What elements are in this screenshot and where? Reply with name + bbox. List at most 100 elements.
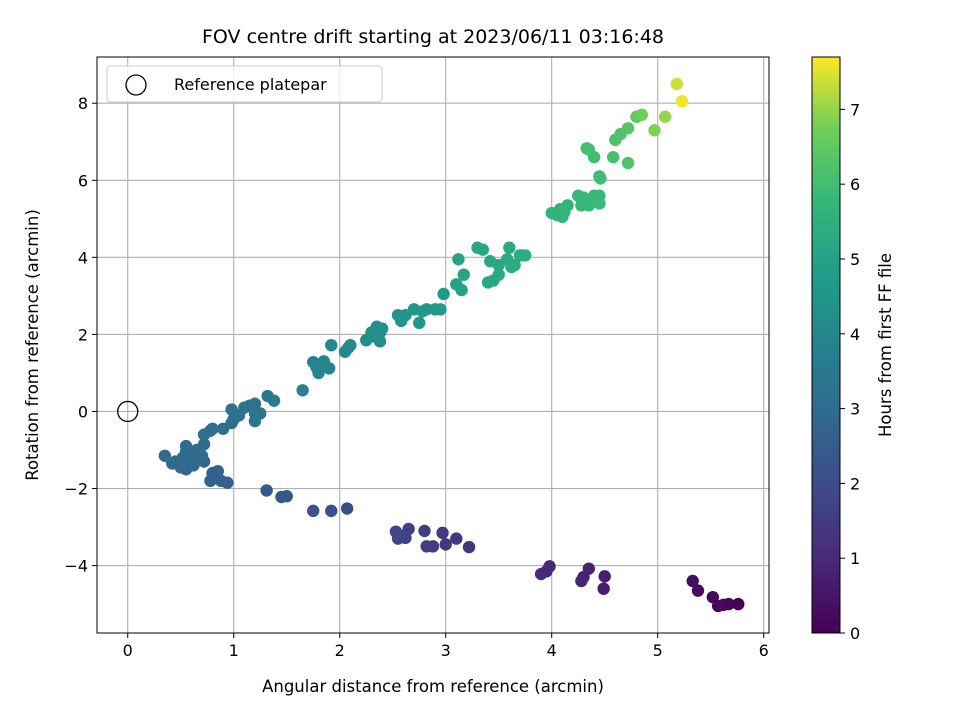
x-tick-label: 5 (653, 641, 663, 660)
scatter-point (691, 584, 705, 597)
scatter-point (296, 384, 309, 397)
colorbar-tick-label: 1 (850, 549, 860, 568)
scatter-point (389, 525, 403, 538)
colorbar-tick-label: 0 (850, 624, 860, 643)
x-tick-label: 1 (229, 641, 239, 660)
scatter-point (675, 95, 689, 108)
scatter-point (206, 422, 219, 435)
scatter-point (534, 567, 548, 581)
scatter-point (597, 582, 610, 595)
scatter-point (462, 540, 476, 554)
scatter-point (214, 474, 228, 488)
scatter-point (275, 490, 288, 504)
scatter-point (413, 316, 426, 330)
scatter-point (492, 268, 505, 281)
x-axis-label: Angular distance from reference (arcmin) (262, 677, 604, 696)
scatter-point (706, 590, 720, 604)
scatter-point (457, 268, 470, 281)
colorbar (811, 56, 841, 634)
x-tick-label: 0 (123, 641, 133, 660)
scatter-point (434, 303, 447, 316)
scatter-point (158, 449, 172, 462)
scatter-point (658, 110, 672, 123)
scatter-point (635, 108, 649, 121)
scatter-point (670, 77, 683, 91)
y-tick-label: 8 (78, 94, 88, 113)
scatter-point (519, 249, 532, 262)
plot-frame (96, 56, 770, 634)
colorbar-ticks: 0 1 2 3 4 5 6 7 (840, 100, 860, 643)
scatter-point (344, 338, 357, 352)
y-tick-label: 4 (78, 248, 88, 267)
colorbar-tick-label: 5 (850, 250, 860, 269)
colorbar-tick-label: 4 (850, 325, 860, 344)
y-tick-label: −2 (64, 480, 88, 499)
scatter-point (476, 243, 490, 256)
colorbar-label: Hours from first FF file (876, 253, 895, 437)
colorbar-tick-label: 6 (850, 175, 860, 194)
scatter-point (420, 303, 433, 316)
x-tick-label: 2 (335, 641, 345, 660)
scatter-point (195, 449, 209, 462)
scatter-point (307, 504, 320, 518)
grid (97, 57, 769, 633)
reference-marker-group (117, 400, 139, 423)
legend-box (106, 65, 383, 103)
scatter-point (455, 283, 468, 297)
scatter-point (325, 338, 338, 352)
scatter-point (732, 597, 745, 611)
scatter-point (436, 526, 449, 540)
scatter-point (166, 457, 179, 470)
y-tick-label: 6 (78, 171, 88, 190)
scatter-point (340, 502, 354, 515)
scatter-point (621, 156, 635, 170)
scatter-point (179, 439, 193, 453)
x-tick-label: 6 (759, 641, 769, 660)
legend: Reference platepar (106, 65, 383, 103)
scatter-point (373, 335, 387, 348)
y-tick-label: −4 (64, 557, 88, 576)
scatter-point (450, 532, 463, 545)
scatter-point (508, 258, 521, 272)
scatter-point (260, 484, 273, 497)
scatter-point (204, 474, 217, 488)
x-tick-label: 3 (441, 641, 451, 660)
scatter-point (561, 199, 574, 212)
scatter-point (248, 397, 262, 410)
scatter-point (267, 394, 281, 407)
scatter-point (437, 287, 450, 301)
y-tick-label: 0 (78, 402, 88, 421)
scatter-point (418, 524, 431, 538)
colorbar-tick-label: 3 (850, 400, 860, 419)
x-tick-label: 4 (547, 641, 557, 660)
scatter-point (322, 362, 336, 375)
scatter-point (686, 574, 699, 588)
y-axis-ticks: −4 −2 0 2 4 6 8 (64, 94, 97, 576)
reference-platepar-marker (117, 400, 139, 423)
colorbar-tick-label: 2 (850, 474, 860, 493)
scatter-point (420, 540, 433, 553)
y-tick-label: 2 (78, 325, 88, 344)
scatter-point (452, 253, 465, 266)
scatter-point (439, 538, 452, 551)
scatter-point (598, 570, 611, 583)
scatter-point (325, 504, 338, 518)
chart-title: FOV centre drift starting at 2023/06/11 … (202, 26, 664, 48)
data-points (158, 77, 745, 613)
scatter-point (621, 122, 635, 135)
legend-reference-marker (125, 74, 147, 96)
colorbar-tick-label: 7 (850, 100, 860, 119)
y-axis-label: Rotation from reference (arcmin) (23, 209, 42, 481)
scatter-point (375, 322, 389, 335)
scatter-point (248, 414, 262, 428)
x-axis-ticks: 0 1 2 3 4 5 6 (123, 633, 769, 660)
scatter-point (582, 143, 596, 156)
scatter-point (582, 199, 596, 212)
scatter-point (606, 150, 620, 164)
scatter-point (593, 197, 606, 210)
scatter-point (594, 172, 607, 185)
scatter-point (575, 574, 588, 588)
scatter-point (503, 241, 516, 254)
legend-entry-reference: Reference platepar (174, 75, 327, 94)
